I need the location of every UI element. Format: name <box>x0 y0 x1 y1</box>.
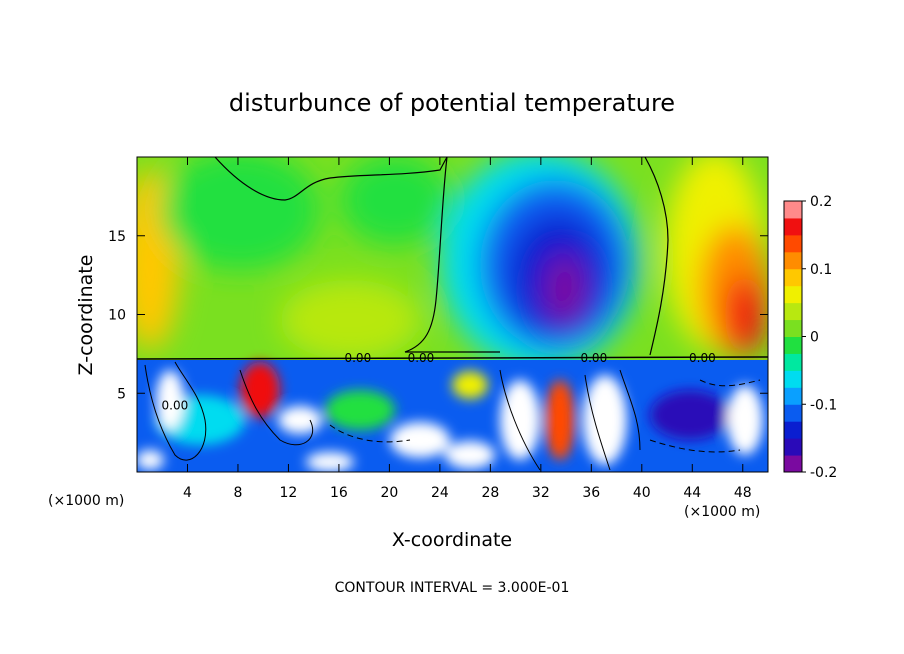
purple-plume-core <box>545 255 585 325</box>
colorbar-tick-label: 0 <box>810 330 819 346</box>
y-axis: 5 10 15 <box>108 229 768 402</box>
contour-label: 0.00 <box>344 351 371 365</box>
colorbar-swatch <box>784 387 802 405</box>
x-tick-label: 40 <box>633 485 651 501</box>
colorbar-swatch <box>784 217 802 236</box>
colorbar-tick-label: -0.2 <box>810 465 837 481</box>
colorbar-swatch <box>784 455 802 473</box>
green-mid-region <box>340 157 450 245</box>
colorbar-swatch <box>784 302 802 321</box>
turbulence-white-8 <box>306 452 354 472</box>
red-right-core <box>725 275 765 355</box>
x-unit-right: (×1000 m) <box>684 504 760 520</box>
contour-label: 0.00 <box>689 351 716 365</box>
colorbar-swatch <box>784 234 802 253</box>
x-tick-label: 24 <box>431 485 449 501</box>
yellow-mid-region <box>280 280 420 360</box>
y-tick-label: 5 <box>117 386 126 402</box>
turbulence-white-2 <box>278 406 322 434</box>
x-tick-label: 8 <box>233 485 242 501</box>
zero-contour-plume-right <box>644 157 669 356</box>
turbulence-yellow-1 <box>452 371 488 399</box>
colorbar-swatch <box>784 251 802 270</box>
turbulence-white-6 <box>727 385 763 455</box>
colorbar-swatch <box>784 438 802 456</box>
plot-area <box>137 157 768 472</box>
contour-labels: 0.00 0.00 0.00 0.00 0.00 <box>162 351 716 412</box>
inversion-line <box>137 356 768 360</box>
colorbar-swatch <box>784 370 802 388</box>
field-upper-blobs <box>137 157 768 370</box>
zero-contour-left <box>214 157 448 201</box>
turbulence-white-4 <box>500 380 540 460</box>
colorbar-swatch <box>784 268 802 287</box>
x-tick-label: 4 <box>183 485 192 501</box>
contour-interval-footer: CONTOUR INTERVAL = 3.000E-01 <box>335 580 570 596</box>
colorbar-swatch <box>784 319 802 337</box>
x-tick-label: 16 <box>330 485 348 501</box>
colorbar-swatch <box>784 336 802 354</box>
x-tick-label: 12 <box>280 485 298 501</box>
x-axis: 4 8 12 16 20 24 28 32 36 40 44 48 <box>183 157 752 501</box>
colorbar-tick-label: -0.1 <box>810 397 837 413</box>
contour-label: 0.00 <box>408 351 435 365</box>
contour-label: 0.00 <box>162 398 189 412</box>
turbulence-red-1 <box>240 362 280 418</box>
turbulence-purple-1 <box>650 390 730 440</box>
y-tick-label: 10 <box>108 308 126 324</box>
colorbar: -0.2 -0.1 0 0.1 0.2 <box>783 194 837 481</box>
y-tick-label: 15 <box>108 229 126 245</box>
green-left-region <box>160 157 320 270</box>
turbulence-white-5 <box>583 375 627 465</box>
colorbar-tick-label: 0.1 <box>810 262 832 278</box>
zero-contour-plume-left <box>404 157 500 353</box>
chart-title: disturbunce of potential temperature <box>229 89 675 117</box>
colorbar-swatch <box>784 421 802 439</box>
turbulence-red-2 <box>545 380 575 460</box>
colorbar-swatch <box>784 201 802 219</box>
x-tick-label: 44 <box>683 485 701 501</box>
colorbar-swatch <box>784 404 802 422</box>
turbulence-white-9 <box>445 441 495 469</box>
colorbar-swatch <box>784 285 802 304</box>
x-tick-label: 28 <box>481 485 499 501</box>
y-axis-label: Z-coordinate <box>75 255 97 376</box>
contour-label: 0.00 <box>580 351 607 365</box>
field-lower-blobs <box>137 362 763 472</box>
colorbar-swatch <box>784 353 802 371</box>
turbulence-green-1 <box>325 390 395 430</box>
turbulence-white-3 <box>390 422 450 458</box>
x-tick-label: 20 <box>380 485 398 501</box>
x-unit-left: (×1000 m) <box>48 493 124 509</box>
turbulence-white-1 <box>156 370 184 430</box>
x-tick-label: 48 <box>734 485 752 501</box>
x-tick-label: 32 <box>532 485 550 501</box>
x-axis-label: X-coordinate <box>392 529 512 551</box>
colorbar-tick-label: 0.2 <box>810 194 832 210</box>
x-tick-label: 36 <box>582 485 600 501</box>
lower-contours <box>144 361 761 471</box>
turbulence-white-7 <box>137 450 164 470</box>
